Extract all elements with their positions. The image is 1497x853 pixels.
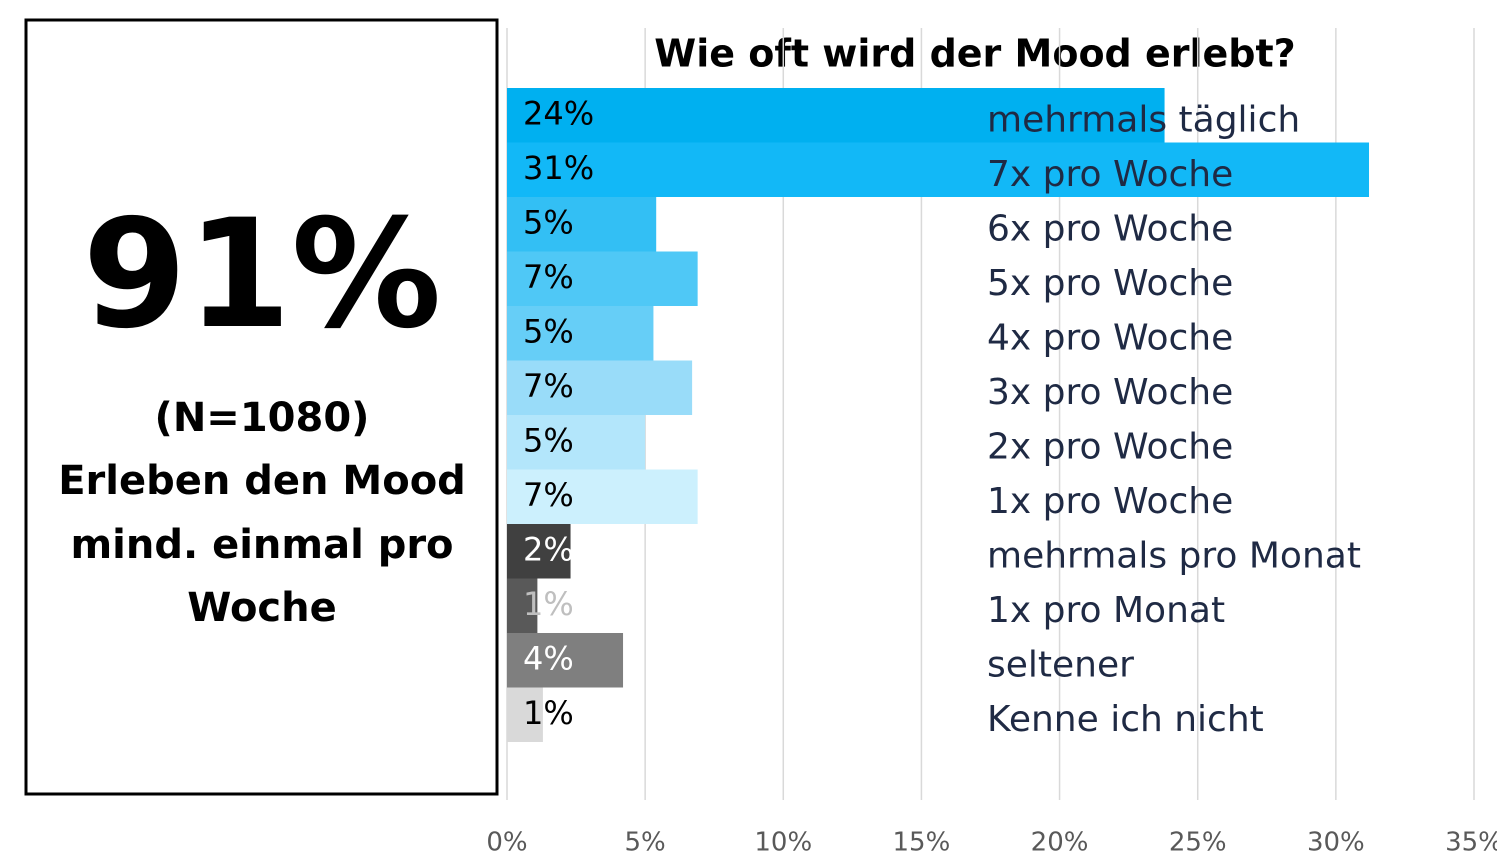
bar (507, 251, 698, 306)
bar (507, 633, 624, 688)
bar (507, 306, 654, 361)
category-label: 5x pro Woche (987, 263, 1233, 304)
category-label: 4x pro Woche (987, 317, 1233, 358)
category-label: 6x pro Woche (987, 208, 1233, 249)
x-tick-label: 20% (1031, 828, 1089, 853)
category-label: Kenne ich nicht (987, 699, 1264, 740)
value-label: 7% (523, 476, 574, 514)
category-label: 3x pro Woche (987, 372, 1233, 413)
headline: 91% (82, 188, 441, 362)
chart-title: Wie oft wird der Mood erlebt? (654, 32, 1295, 76)
bar (507, 687, 543, 742)
category-label: seltener (987, 644, 1134, 685)
value-label: 1% (523, 585, 574, 623)
bar (507, 197, 657, 252)
summary-line: Woche (187, 585, 337, 631)
x-tick-label: 0% (486, 828, 527, 853)
value-label: 5% (523, 312, 574, 350)
bar (507, 142, 1370, 197)
bar (507, 524, 571, 579)
bar (507, 469, 698, 524)
summary-box (24, 18, 499, 796)
summary-line: (N=1080) (155, 395, 370, 441)
value-label: 31% (523, 149, 594, 187)
value-label: 4% (523, 639, 574, 677)
category-label: 1x pro Woche (987, 481, 1233, 522)
bar (507, 415, 646, 470)
value-label: 24% (523, 94, 594, 132)
value-label: 2% (523, 530, 574, 568)
x-tick-label: 15% (893, 828, 951, 853)
x-tick-label: 5% (625, 828, 666, 853)
category-label: 1x pro Monat (987, 590, 1225, 631)
value-label: 5% (523, 421, 574, 459)
x-tick-label: 10% (754, 828, 812, 853)
category-label: mehrmals täglich (987, 99, 1300, 140)
category-label: 7x pro Woche (987, 154, 1233, 195)
value-label: 7% (523, 258, 574, 296)
bar (507, 360, 693, 415)
summary-line: mind. einmal pro (70, 522, 453, 568)
x-tick-label: 25% (1169, 828, 1227, 853)
x-tick-label: 35% (1445, 828, 1497, 853)
x-tick-label: 30% (1307, 828, 1365, 853)
bar (507, 578, 538, 633)
category-label: 2x pro Woche (987, 426, 1233, 467)
value-label: 5% (523, 203, 574, 241)
summary-line: Erleben den Mood (58, 458, 466, 504)
value-label: 1% (523, 694, 574, 732)
value-label: 7% (523, 367, 574, 405)
bar (507, 88, 1165, 143)
category-label: mehrmals pro Monat (987, 535, 1361, 576)
